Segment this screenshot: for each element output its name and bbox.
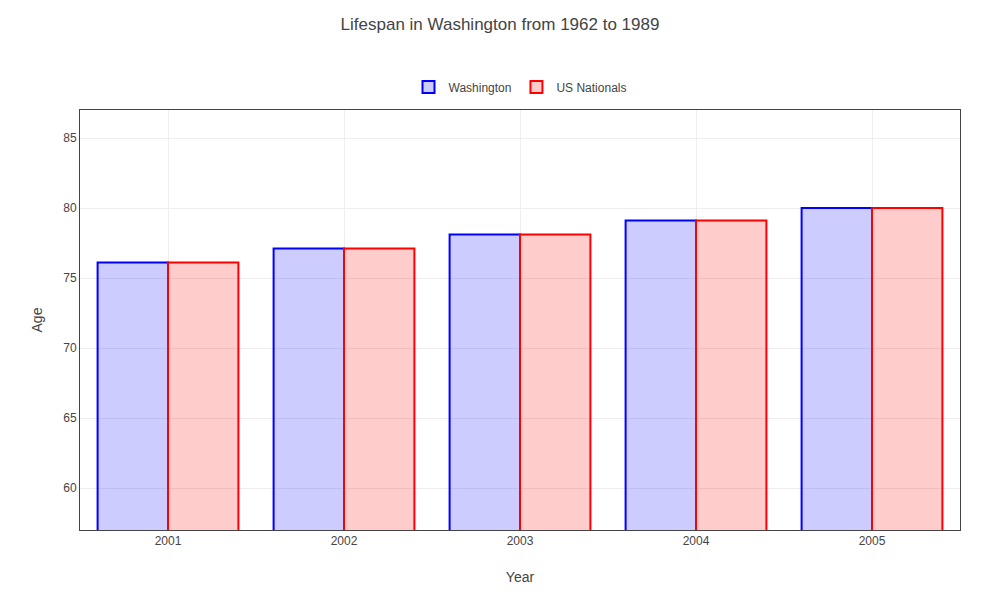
svg-text:2002: 2002 xyxy=(331,534,358,548)
svg-text:60: 60 xyxy=(63,481,77,495)
svg-text:2004: 2004 xyxy=(683,534,710,548)
svg-text:65: 65 xyxy=(63,411,77,425)
svg-text:2003: 2003 xyxy=(507,534,534,548)
svg-text:70: 70 xyxy=(63,341,77,355)
svg-text:Lifespan in Washington from 19: Lifespan in Washington from 1962 to 1989 xyxy=(341,15,660,34)
svg-text:2001: 2001 xyxy=(155,534,182,548)
svg-text:2005: 2005 xyxy=(859,534,886,548)
svg-text:Washington: Washington xyxy=(449,81,512,95)
svg-text:85: 85 xyxy=(63,131,77,145)
svg-text:US Nationals: US Nationals xyxy=(556,81,626,95)
svg-text:Age: Age xyxy=(29,307,45,332)
svg-text:75: 75 xyxy=(63,271,77,285)
svg-text:80: 80 xyxy=(63,201,77,215)
svg-text:Year: Year xyxy=(506,569,535,585)
